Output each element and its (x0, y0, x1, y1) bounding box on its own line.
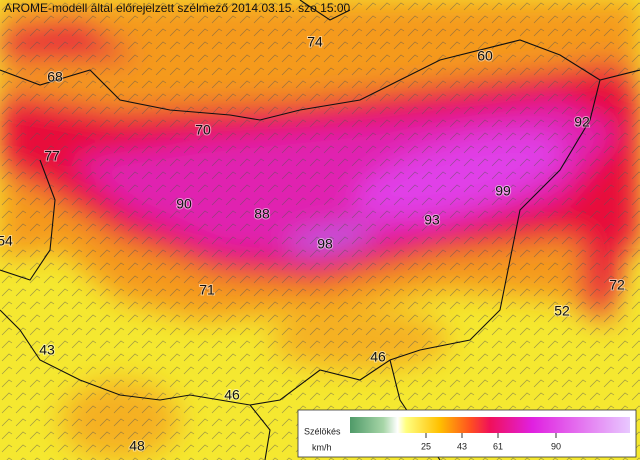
value-label: 46 (370, 349, 386, 365)
value-label: 43 (39, 342, 55, 358)
legend-unit: km/h (312, 442, 332, 452)
value-label: 99 (495, 183, 511, 199)
value-label: 74 (307, 34, 323, 50)
value-label: 54 (0, 233, 13, 249)
value-label: 70 (195, 122, 211, 138)
value-label: 52 (554, 303, 570, 319)
value-label: 71 (199, 282, 215, 298)
colorbar-tick-label: 25 (421, 441, 431, 451)
value-label: 92 (574, 114, 590, 130)
value-label: 93 (424, 212, 440, 228)
value-label: 46 (224, 387, 240, 403)
colorbar-tick-label: 43 (457, 441, 467, 451)
value-label: 60 (477, 48, 493, 64)
value-label: 90 (176, 196, 192, 212)
value-label: 88 (254, 206, 270, 222)
colorbar-tick-label: 90 (551, 441, 561, 451)
colorbar (350, 417, 630, 433)
value-label: 98 (317, 236, 333, 252)
value-label: 48 (129, 438, 145, 454)
value-labels: 74 60 68 70 77 92 90 88 99 93 98 54 71 72 52 43 46 46 48 (0, 33, 626, 455)
legend-title: Szélökés (304, 426, 341, 436)
colorbar-tick-label: 61 (493, 441, 503, 451)
title: AROME-modell által előrejelzett szélmező… (4, 1, 351, 15)
value-label: 68 (47, 69, 63, 85)
value-label: 77 (44, 148, 60, 164)
legend: Szélökés km/h 25 43 61 90 (297, 409, 637, 458)
value-label: 72 (609, 277, 625, 293)
